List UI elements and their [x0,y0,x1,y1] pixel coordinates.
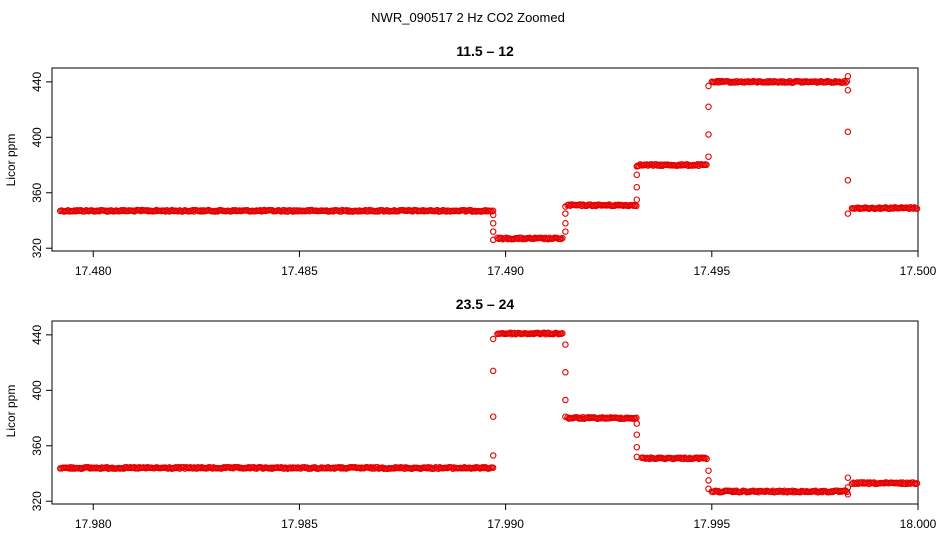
bottom-panel-title: 23.5 – 24 [456,296,515,312]
top-panel-points [56,73,921,244]
top-transition-point [705,82,712,90]
top-x-tick-label: 17.500 [900,264,936,278]
bottom-transition-point [489,452,497,459]
bottom-transition-point [489,367,497,375]
top-panel-title: 11.5 – 12 [456,43,514,59]
bottom-y-tick-label: 320 [30,491,44,511]
bottom-data-point [913,480,921,487]
top-transition-point [844,128,852,136]
top-transition-point [705,153,712,160]
bottom-transition-point [633,453,641,461]
bottom-transition-point [844,474,852,481]
top-transition-point [489,220,497,227]
top-x-tick-label: 17.480 [75,264,112,278]
bottom-transition-point [562,413,569,420]
top-data-point [913,205,921,212]
top-x-tick-label: 17.495 [693,264,730,278]
top-transition-point [633,183,641,191]
top-transition-point [633,163,641,170]
top-x-tick-label: 17.485 [281,264,318,278]
top-transition-point [844,86,852,94]
figure-title: NWR_090517 2 Hz CO2 Zoomed [371,10,565,25]
bottom-transition-point [562,341,569,348]
bottom-panel-points [56,329,921,498]
top-transition-point [489,228,497,235]
bottom-x-tick-label: 17.985 [281,517,318,531]
bottom-panel-ylabel: Licor ppm [4,385,18,438]
bottom-transition-point [633,420,641,427]
bottom-transition-point [562,396,569,404]
bottom-x-tick-label: 17.980 [75,517,112,531]
top-transition-point [489,211,497,219]
bottom-y-tick-label: 440 [30,325,44,345]
top-panel: 11.5 – 12 Licor ppm 17.480 17.485 17.490 17… [4,43,936,278]
bottom-y-tick-label: 400 [30,380,44,400]
top-transition-point [705,103,712,111]
top-data-point [703,161,710,169]
bottom-data-point [559,330,566,337]
top-transition-point [844,73,852,80]
top-data-point [839,79,847,86]
bottom-data-point [489,464,497,471]
bottom-transition-point [489,413,497,420]
top-data-point [559,234,566,242]
bottom-transition-point [633,431,641,438]
bottom-transition-point [705,485,712,493]
bottom-panel-frame [51,320,919,505]
top-y-tick-label: 440 [30,72,44,92]
top-transition-point [562,220,569,227]
bottom-transition-point [489,335,497,343]
top-data-point [633,202,640,210]
top-transition-point [844,177,852,184]
bottom-transition-point [633,443,641,451]
bottom-x-tick-label: 17.995 [693,517,730,531]
top-transition-point [562,228,569,235]
top-panel-ticks: 17.480 17.485 17.490 17.495 17.500 320 360 400 4… [30,72,936,278]
bottom-x-tick-label: 17.990 [487,517,524,531]
top-x-tick-label: 17.490 [487,264,524,278]
top-transition-point [705,131,712,138]
top-transition-point [489,236,497,244]
top-y-tick-label: 400 [30,127,44,147]
bottom-transition-point [705,477,712,484]
top-transition-point [633,171,641,179]
top-y-tick-label: 360 [30,182,44,202]
bottom-transition-point [705,467,712,474]
top-data-point [909,205,917,212]
bottom-data-point [703,455,710,463]
bottom-data-point [702,454,709,462]
top-y-tick-label: 320 [30,238,44,258]
bottom-transition-point [562,369,569,376]
top-data-point [842,79,849,86]
bottom-transition-point [844,484,852,491]
top-transition-point [844,210,852,217]
bottom-transition-point [844,491,852,498]
bottom-y-tick-label: 360 [30,435,44,455]
top-data-point [489,207,497,214]
bottom-panel: 23.5 – 24 Licor ppm 17.980 17.985 17.990 17… [4,296,936,531]
top-transition-point [562,203,569,210]
top-data-point [841,77,848,85]
top-transition-point [562,210,569,217]
top-panel-frame [51,67,919,252]
bottom-x-tick-label: 18.000 [900,517,936,531]
bottom-panel-ticks: 17.980 17.985 17.990 17.995 18.000 320 360 400 4… [30,325,936,531]
top-transition-point [633,196,641,203]
top-panel-ylabel: Licor ppm [4,134,18,187]
